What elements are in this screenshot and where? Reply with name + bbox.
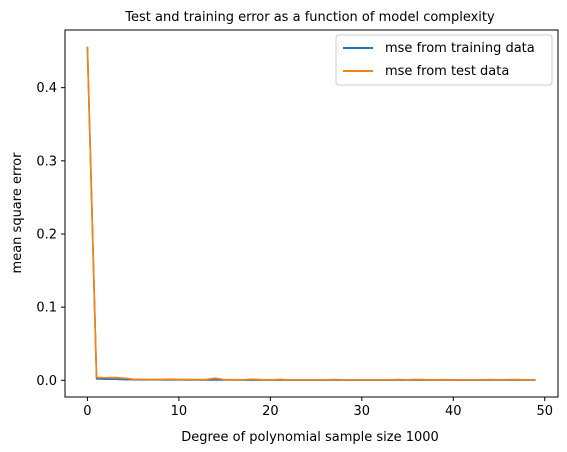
y-axis: 0.0 0.1 0.2 0.3 0.4 (36, 81, 65, 389)
series-lines (86, 46, 536, 381)
x-axis-label: Degree of polynomial sample size 1000 (181, 430, 439, 445)
x-tick-label: 50 (536, 404, 553, 419)
y-tick-label: 0.2 (36, 227, 57, 242)
legend-label-training: mse from training data (385, 41, 535, 56)
x-tick-label: 10 (171, 404, 188, 419)
x-tick-label: 40 (445, 404, 462, 419)
legend-label-test: mse from test data (385, 64, 509, 79)
series-line-training (86, 46, 536, 381)
y-tick-label: 0.0 (36, 374, 57, 389)
x-tick-label: 0 (83, 404, 91, 419)
plot-area (64, 29, 559, 398)
x-tick-label: 30 (354, 404, 371, 419)
y-axis-label: mean square error (10, 152, 25, 274)
y-tick-label: 0.4 (36, 81, 57, 96)
y-tick-label: 0.3 (36, 154, 57, 169)
x-axis: 0 10 20 30 40 50 (83, 397, 553, 419)
y-tick-label: 0.1 (36, 301, 57, 316)
x-tick-label: 20 (262, 404, 279, 419)
legend-box (335, 34, 553, 86)
legend: mse from training data mse from test dat… (335, 34, 553, 86)
series-line-test (86, 46, 536, 381)
plot-frame (64, 29, 559, 398)
chart-title: Test and training error as a function of… (124, 10, 495, 25)
